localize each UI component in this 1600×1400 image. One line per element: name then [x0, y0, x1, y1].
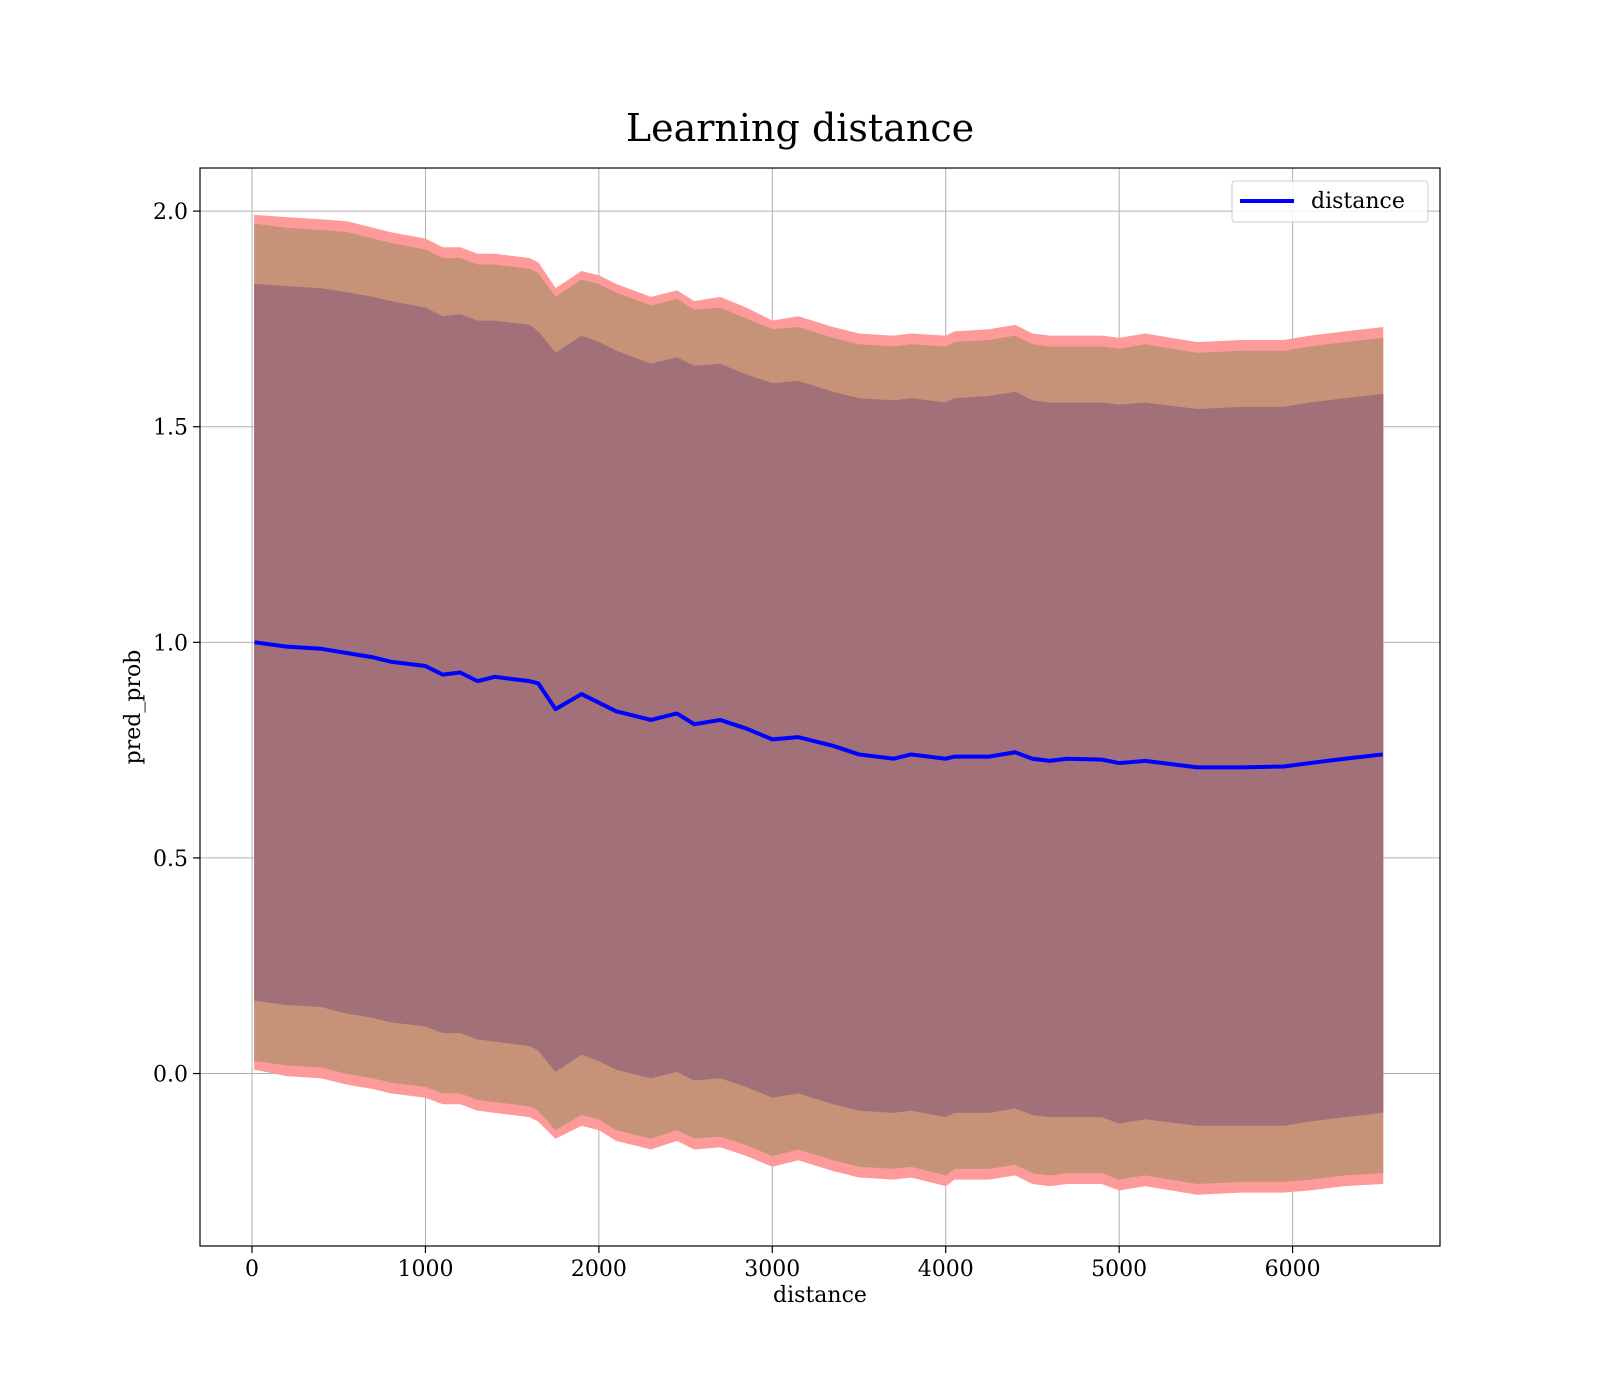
x-axis-label: distance	[773, 1283, 867, 1308]
confidence-bands	[254, 214, 1384, 1195]
y-axis-label: pred_prob	[121, 650, 146, 765]
legend-label: distance	[1311, 189, 1405, 214]
y-tick-label: 2.0	[153, 200, 188, 225]
x-tick-label: 1000	[397, 1257, 453, 1282]
y-tick-label: 0.5	[153, 847, 188, 872]
x-tick-label: 4000	[918, 1257, 974, 1282]
x-axis-ticks: 0 1000 2000 3000 4000 5000 6000	[245, 1246, 1321, 1282]
y-axis-ticks: 0.0 0.5 1.0 1.5 2.0	[153, 200, 200, 1088]
series-lines	[254, 640, 1383, 770]
y-tick-label: 1.0	[153, 631, 188, 656]
y-tick-label: 0.0	[153, 1063, 188, 1088]
band-inner	[254, 283, 1384, 1126]
x-tick-label: 6000	[1265, 1257, 1321, 1282]
x-tick-label: 5000	[1091, 1257, 1147, 1282]
x-tick-label: 3000	[744, 1257, 800, 1282]
plot-area-frame	[199, 167, 1441, 1247]
y-tick-label: 1.5	[153, 416, 188, 441]
x-tick-label: 2000	[571, 1257, 627, 1282]
x-tick-label: 0	[245, 1257, 259, 1282]
series-line-distance	[254, 640, 1383, 770]
legend: distance	[1231, 180, 1429, 223]
chart-title: Learning distance	[626, 106, 974, 150]
legend-box	[1231, 180, 1429, 223]
